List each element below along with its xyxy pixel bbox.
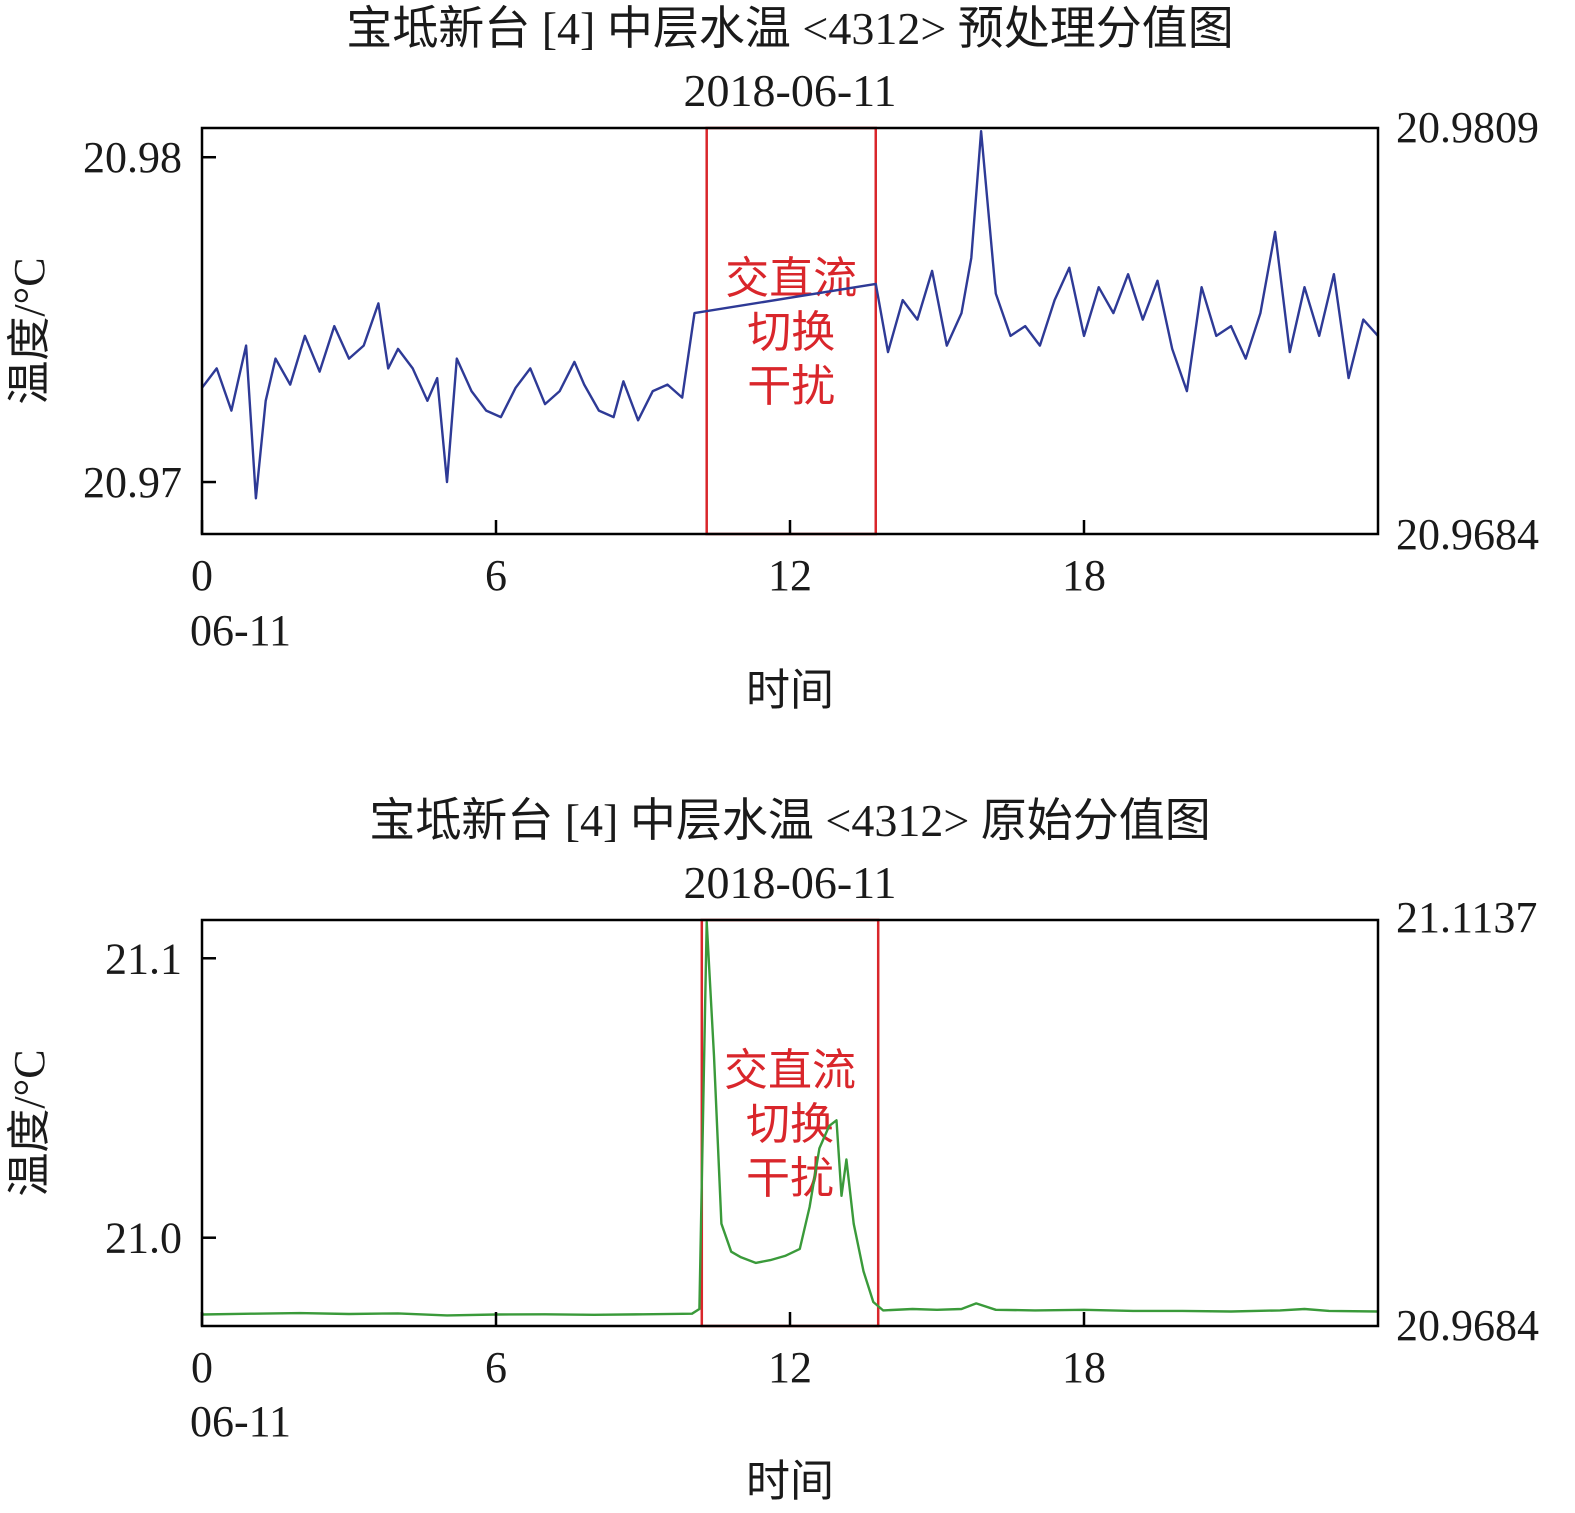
y-tick-label: 20.97 xyxy=(83,458,182,507)
highlight-note: 交直流 xyxy=(725,254,857,303)
x-date-label: 06-11 xyxy=(190,606,291,655)
highlight-note: 干扰 xyxy=(747,362,835,411)
x-tick-label: 12 xyxy=(768,1343,812,1392)
y-tick-label: 20.98 xyxy=(83,133,182,182)
panel-preprocessed: 宝坻新台 [4] 中层水温 <4312> 预处理分值图 2018-06-11 交… xyxy=(5,3,1539,715)
x-axis-label: 时间 xyxy=(746,1457,834,1506)
x-tick-label: 0 xyxy=(191,1343,213,1392)
y-axis-label: 温度/°C xyxy=(5,1049,54,1196)
x-tick-label: 6 xyxy=(485,551,507,600)
x-tick-label: 12 xyxy=(768,551,812,600)
series-line-path xyxy=(201,920,1379,1317)
series-line xyxy=(201,920,1379,1317)
panel-raw: 宝坻新台 [4] 中层水温 <4312> 原始分值图 2018-06-11 交直… xyxy=(5,795,1539,1506)
highlight-note: 切换 xyxy=(747,308,835,357)
highlight-note: 切换 xyxy=(746,1100,834,1149)
chart-title: 宝坻新台 [4] 中层水温 <4312> 原始分值图 xyxy=(369,795,1211,846)
x-axis-label: 时间 xyxy=(746,666,834,715)
x-tick-label: 0 xyxy=(191,551,213,600)
y-tick-label: 21.0 xyxy=(105,1214,182,1263)
y-axis-label: 温度/°C xyxy=(5,257,54,404)
y-tick-label: 21.1 xyxy=(105,934,182,983)
right-max-label: 20.9809 xyxy=(1396,103,1539,152)
y-axis-ticks: 21.1 21.0 xyxy=(105,934,216,1263)
chart-title: 宝坻新台 [4] 中层水温 <4312> 预处理分值图 xyxy=(346,3,1234,54)
right-min-label: 20.9684 xyxy=(1396,1301,1539,1350)
x-tick-label: 18 xyxy=(1062,551,1106,600)
series-line xyxy=(201,129,1379,500)
series-line-path xyxy=(201,129,1379,500)
right-min-label: 20.9684 xyxy=(1396,510,1539,559)
right-max-label: 21.1137 xyxy=(1396,893,1537,942)
x-date-label: 06-11 xyxy=(190,1397,291,1446)
x-tick-label: 18 xyxy=(1062,1343,1106,1392)
x-axis-ticks: 0 6 12 18 xyxy=(191,1312,1106,1392)
highlight-note: 交直流 xyxy=(724,1046,856,1095)
x-tick-label: 6 xyxy=(485,1343,507,1392)
y-axis-ticks: 20.98 20.97 xyxy=(83,133,216,507)
chart-subtitle: 2018-06-11 xyxy=(684,65,897,116)
x-axis-ticks: 0 6 12 18 xyxy=(191,520,1106,600)
highlight-note: 干扰 xyxy=(746,1154,834,1203)
chart-subtitle: 2018-06-11 xyxy=(684,857,897,908)
